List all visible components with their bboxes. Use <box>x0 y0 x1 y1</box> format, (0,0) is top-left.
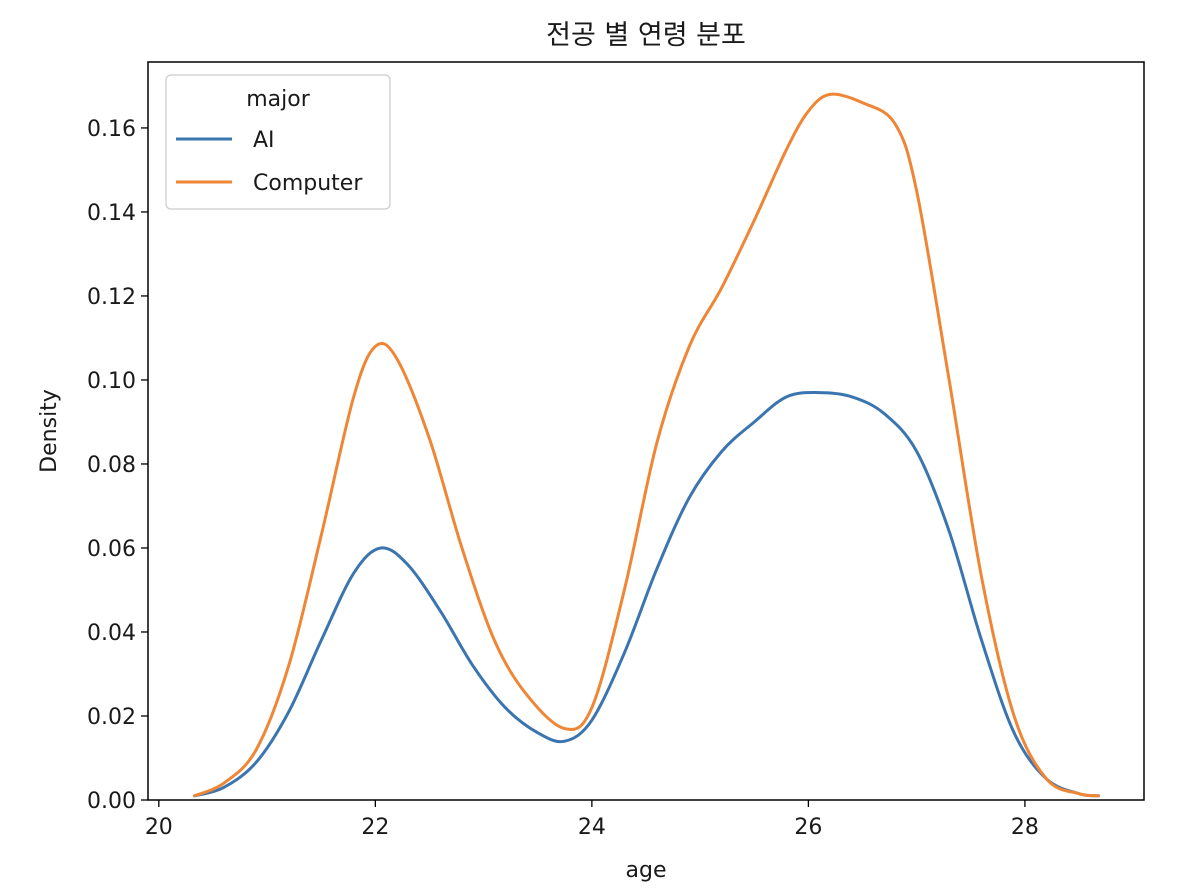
y-tick-label: 0.06 <box>87 537 136 562</box>
y-tick-label: 0.16 <box>87 117 136 142</box>
chart-title: 전공 별 연령 분포 <box>546 20 746 51</box>
series-line-computer <box>193 92 1101 798</box>
series-line-ai <box>193 391 1101 798</box>
legend-box <box>165 74 391 210</box>
legend-entries: AI Computer <box>176 128 363 196</box>
series-layer <box>193 92 1101 798</box>
x-tick-label: 24 <box>578 815 606 840</box>
legend-label-computer: Computer <box>253 171 363 196</box>
x-tick-label: 20 <box>145 815 173 840</box>
legend-title: major <box>246 87 310 112</box>
x-tick-label: 28 <box>1011 815 1039 840</box>
legend: major AI Computer <box>165 74 391 210</box>
y-tick-label: 0.08 <box>87 453 136 478</box>
x-tick-label: 22 <box>361 815 389 840</box>
y-tick-label: 0.00 <box>87 789 136 814</box>
y-tick-label: 0.14 <box>87 201 136 226</box>
x-axis: 20 22 24 26 28 <box>145 800 1039 840</box>
legend-label-ai: AI <box>253 128 275 153</box>
y-axis: 0.00 0.02 0.04 0.06 0.08 0.10 0.12 0.14 0.16 <box>87 117 148 814</box>
y-tick-label: 0.04 <box>87 621 136 646</box>
plot-frame <box>147 61 1145 801</box>
x-axis-label: age <box>626 858 667 883</box>
y-tick-label: 0.12 <box>87 285 136 310</box>
y-axis-label: Density <box>37 389 62 473</box>
y-tick-label: 0.10 <box>87 369 136 394</box>
y-tick-label: 0.02 <box>87 705 136 730</box>
x-tick-label: 26 <box>794 815 822 840</box>
